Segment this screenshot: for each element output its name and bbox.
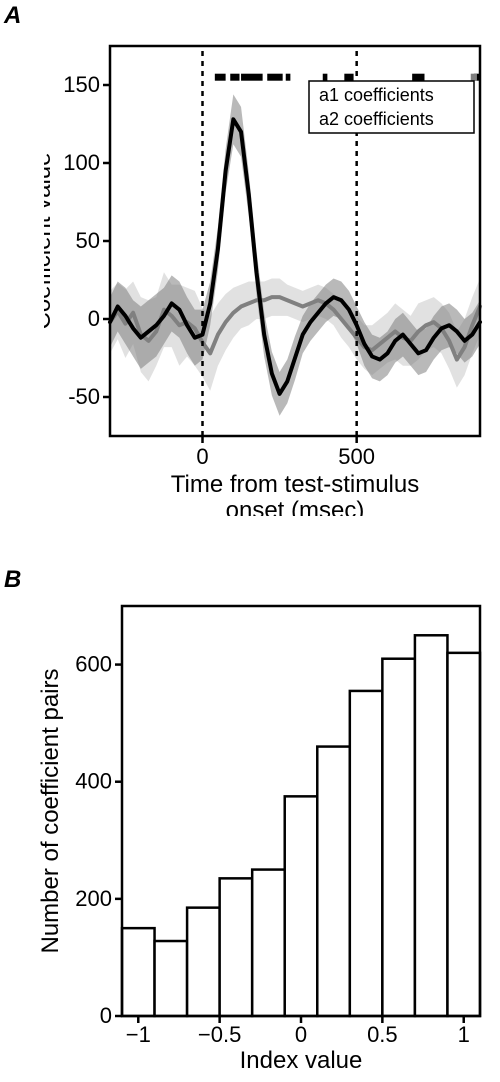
panel-b-label: B — [4, 566, 21, 594]
svg-text:0: 0 — [196, 444, 208, 469]
svg-text:Time from test-stimulus: Time from test-stimulus — [171, 471, 419, 498]
svg-text:0: 0 — [295, 1022, 307, 1047]
svg-text:1: 1 — [458, 1022, 470, 1047]
panel-b-chart: 0 200 400 600 −1 −0.5 0 0.5 1 Index value Number o… — [40, 588, 492, 1074]
svg-text:a1 coefficients: a1 coefficients — [319, 85, 434, 105]
svg-text:onset (msec): onset (msec) — [226, 497, 365, 516]
svg-text:0.5: 0.5 — [367, 1022, 398, 1047]
svg-text:Index value: Index value — [240, 1047, 363, 1074]
svg-text:Number of coefficient pairs: Number of coefficient pairs — [40, 668, 64, 953]
svg-text:a2 coefficients: a2 coefficients — [319, 109, 434, 129]
svg-text:Coefficient value: Coefficient value — [44, 153, 56, 330]
svg-text:50: 50 — [76, 228, 100, 253]
svg-text:100: 100 — [63, 150, 100, 175]
svg-text:200: 200 — [75, 886, 112, 911]
svg-text:−1: −1 — [126, 1022, 151, 1047]
svg-text:500: 500 — [338, 444, 375, 469]
svg-text:-50: -50 — [68, 384, 100, 409]
panel-a-chart: -50 0 50 100 150 0 500Time from test-stimuluso… — [44, 16, 492, 516]
svg-text:400: 400 — [75, 769, 112, 794]
panel-a-label: A — [4, 2, 21, 30]
svg-text:0: 0 — [88, 306, 100, 331]
svg-text:0: 0 — [100, 1003, 112, 1028]
svg-text:600: 600 — [75, 652, 112, 677]
svg-text:150: 150 — [63, 72, 100, 97]
svg-text:−0.5: −0.5 — [198, 1022, 241, 1047]
